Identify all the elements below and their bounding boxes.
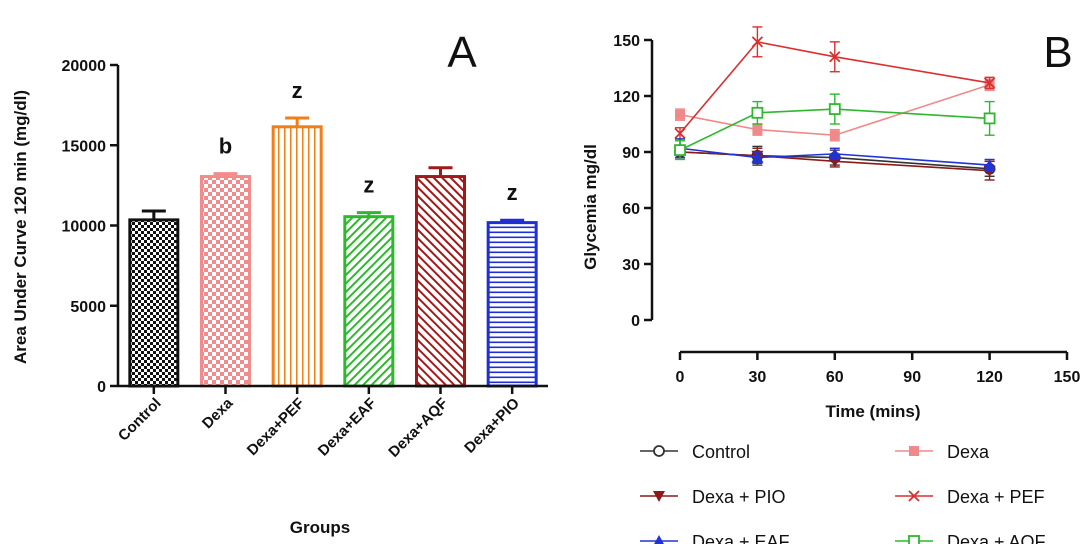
panel-b-y-tick-label: 90 xyxy=(622,145,640,162)
panel-b-data-point xyxy=(983,159,996,171)
legend-label: Dexa + PIO xyxy=(692,487,786,507)
panel-a-label: A xyxy=(447,28,477,77)
legend-marker-icon xyxy=(653,445,665,457)
panel-b-y-tick-label: 120 xyxy=(613,89,640,106)
panel-b-data-point xyxy=(674,144,686,157)
panel-b-y-tick-label: 60 xyxy=(622,201,640,218)
panel-b-data-point xyxy=(983,112,996,125)
panel-b-series-line xyxy=(679,108,990,151)
panel-a-x-tick-label: Dexa+EAF xyxy=(315,395,380,460)
legend-label: Dexa xyxy=(947,442,990,462)
panel-b-y-tick-label: 150 xyxy=(613,33,640,50)
panel-b-data-point xyxy=(751,106,764,119)
panel-a-y-tick-label: 5000 xyxy=(70,299,106,316)
panel-b-x-tick-label: 90 xyxy=(903,369,921,386)
panel-a-x-tick-label: Dexa+PEF xyxy=(244,395,308,459)
panel-a-bar xyxy=(271,125,323,388)
panel-b-data-point xyxy=(829,130,840,141)
panel-b-data-point xyxy=(828,103,841,115)
panel-a-annotation: b xyxy=(219,134,232,159)
panel-b-data-point xyxy=(829,51,841,63)
panel-b-x-tick-label: 150 xyxy=(1054,369,1081,386)
panel-b-data-point xyxy=(675,109,685,120)
panel-a-annotation: z xyxy=(507,180,518,205)
panel-b-xlabel: Time (mins) xyxy=(825,402,920,421)
panel-a-x-tick-label: Dexa xyxy=(199,394,237,432)
panel-b-data-point xyxy=(983,77,996,89)
legend-marker-icon xyxy=(909,446,919,456)
panel-b-label: B xyxy=(1043,28,1072,77)
legend-label: Dexa + AQF xyxy=(947,532,1046,544)
legend-marker-icon xyxy=(654,535,664,544)
panel-b-y-tick-label: 0 xyxy=(631,313,640,330)
panel-a-bar xyxy=(343,215,395,388)
panel-b-data-point xyxy=(828,147,841,159)
panel-a-x-tick-label: Control xyxy=(115,395,165,445)
panel-a-y-tick-label: 15000 xyxy=(62,138,107,155)
panel-b-data-point xyxy=(674,127,686,139)
panel-a: A Area Under Curve 120 min (mg/dl) Group… xyxy=(11,28,548,537)
legend-label: Dexa + EAF xyxy=(692,532,790,544)
panel-a-bar xyxy=(415,175,466,388)
panel-b-x-tick-label: 30 xyxy=(749,369,767,386)
panel-b-series-line xyxy=(679,147,990,166)
panel-a-ylabel: Area Under Curve 120 min (mg/dl) xyxy=(11,90,30,364)
panel-b-x-tick-label: 120 xyxy=(976,369,1003,386)
panel-b-x-tick-label: 0 xyxy=(676,369,685,386)
panel-a-bar xyxy=(486,221,538,388)
panel-a-xlabel: Groups xyxy=(290,518,350,537)
panel-a-y-tick-label: 20000 xyxy=(62,58,107,75)
panel-b-y-tick-label: 30 xyxy=(622,257,640,274)
legend-marker-icon xyxy=(908,490,920,502)
panel-b-ylabel: Glycemia mg/dl xyxy=(581,144,600,270)
panel-a-bar xyxy=(128,218,180,388)
panel-a-y-tick-label: 0 xyxy=(97,379,106,396)
panel-b: B Glycemia mg/dl Time (mins) 0 30 60 90 120 1… xyxy=(581,26,1081,544)
panel-b-x-tick-label: 60 xyxy=(826,369,844,386)
legend-label: Dexa + PEF xyxy=(947,487,1045,507)
legend-label: Control xyxy=(692,442,750,462)
panel-a-x-tick-label: Dexa+AQF xyxy=(385,395,451,461)
panel-a-y-tick-label: 10000 xyxy=(62,219,107,236)
panel-a-annotation: z xyxy=(363,173,374,198)
panel-b-data-point xyxy=(751,36,764,48)
legend-marker-icon xyxy=(653,491,665,502)
panel-a-annotation: z xyxy=(292,78,303,103)
panel-b-data-point xyxy=(751,151,764,163)
panel-b-series-line xyxy=(679,151,990,172)
panel-a-bar xyxy=(200,175,251,388)
panel-a-x-tick-label: Dexa+PIO xyxy=(461,395,523,457)
panel-b-data-point xyxy=(752,124,763,135)
panel-b-series-line xyxy=(679,40,990,134)
legend-marker-icon xyxy=(908,535,920,544)
panel-b-series-line xyxy=(679,84,990,137)
